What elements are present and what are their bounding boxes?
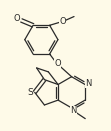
Text: N: N bbox=[70, 106, 77, 115]
Text: N: N bbox=[85, 79, 91, 88]
Text: O: O bbox=[59, 17, 66, 26]
Text: S: S bbox=[27, 88, 33, 97]
Text: O: O bbox=[13, 14, 20, 23]
Text: O: O bbox=[54, 59, 61, 68]
